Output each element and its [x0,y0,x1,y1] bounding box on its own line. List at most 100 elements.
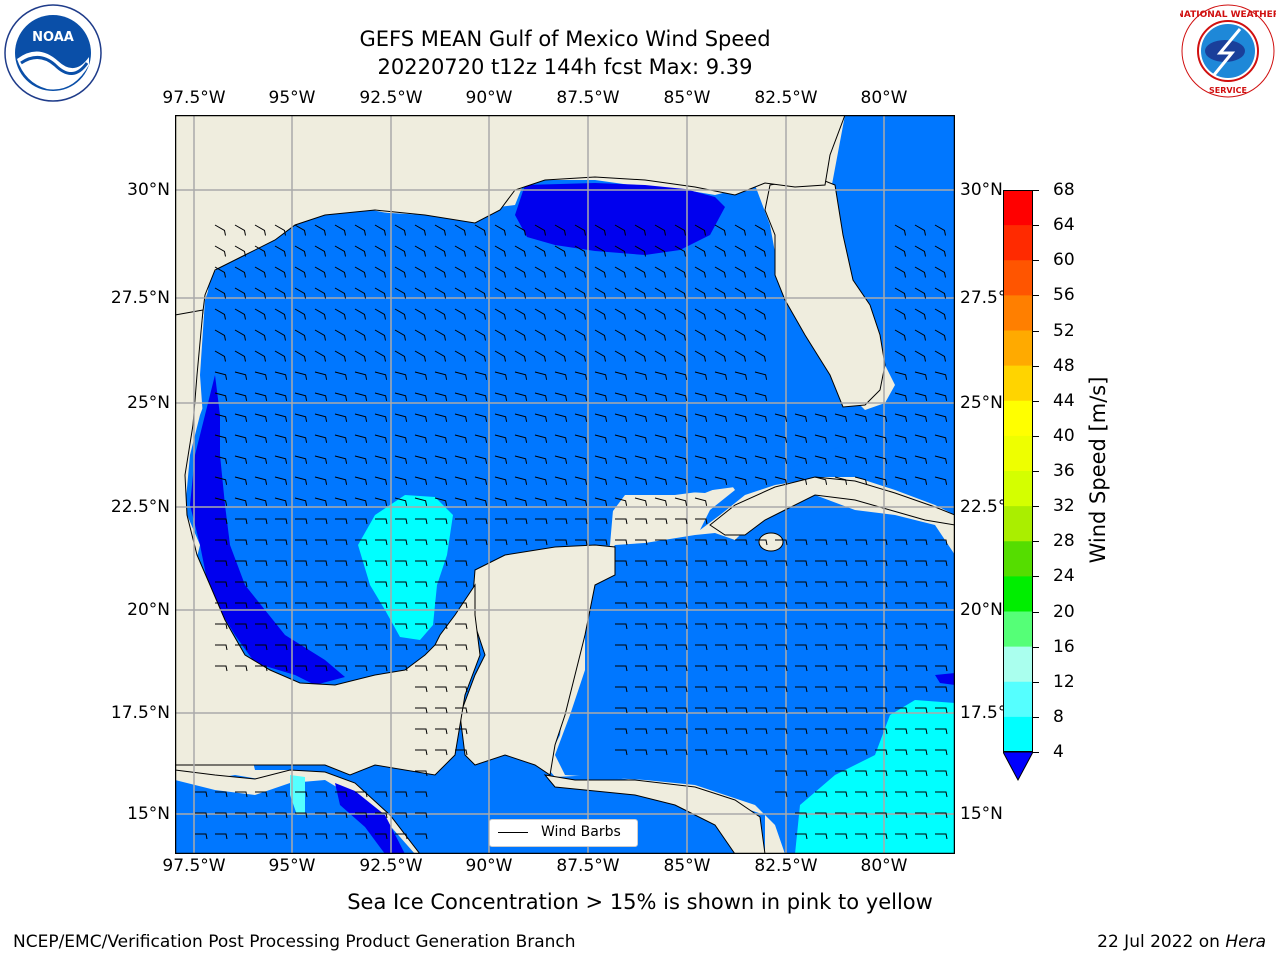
low-wind-zone [935,673,955,685]
wind-barb [934,350,946,362]
wind-barb [435,518,448,525]
wind-barb [494,224,506,236]
lon-label-bottom: 85°W [663,856,711,876]
wind-barb [874,413,888,422]
wind-barb [335,518,348,525]
wind-barb [455,560,468,567]
wind-barb [795,644,808,651]
wind-barb [254,476,268,485]
wind-barb [915,644,928,651]
wind-barb [274,224,286,236]
wind-barb [754,413,768,422]
wind-barb [914,455,928,464]
wind-barb [235,791,248,798]
wind-barb [235,602,248,609]
wind-barb [215,518,228,525]
wind-barb [634,476,648,485]
wind-barb [534,287,546,299]
wind-barb [574,350,586,362]
wind-barb [214,329,226,341]
wind-barb [434,224,446,236]
wind-barb [254,224,266,236]
wind-barb [854,434,868,443]
wind-barb [714,371,728,380]
colorbar-tick-label: 8 [1053,706,1064,727]
wind-barb [374,287,386,299]
wind-barb [474,329,486,341]
wind-barb [675,644,688,651]
wind-barb [394,266,406,278]
wind-barb [654,329,666,341]
wind-barb [334,497,348,506]
wind-barb [554,413,568,422]
wind-barb [494,329,506,341]
wind-barb [815,791,828,798]
wind-barb [634,392,648,401]
wind-barb [615,644,628,651]
wind-barb [374,350,386,362]
lon-label-bottom: 80°W [860,856,908,876]
wind-barb [215,791,228,798]
wind-barb [394,329,406,341]
wind-barb [654,434,668,443]
wind-barb [415,665,428,672]
wind-barb [455,686,468,693]
wind-barb [714,224,726,236]
wind-barb [355,623,368,630]
wind-barb [895,560,908,567]
wind-barb [454,476,468,485]
wind-barb [795,623,808,630]
wind-barb [335,791,348,798]
wind-barb [694,329,706,341]
wind-barb [775,623,788,630]
wind-barb [634,434,648,443]
wind-barb [215,581,228,588]
wind-barb [875,581,888,588]
colorbar-tick [1033,260,1039,262]
wind-barb [454,224,466,236]
wind-barb [755,560,768,567]
wind-barb [734,224,746,236]
wind-barb [354,350,366,362]
wind-barb [715,665,728,672]
wind-barb [315,644,328,651]
wind-barb [234,455,248,464]
wind-barb [814,455,828,464]
wind-barb [694,455,708,464]
svg-text:NOAA: NOAA [32,30,74,45]
wind-barb-legend-line [498,832,528,833]
wind-barb [214,476,228,485]
colorbar-tick-label: 48 [1053,355,1075,376]
wind-barb [695,644,708,651]
wind-barb [315,602,328,609]
wind-barb [755,686,768,693]
wind-barb [754,392,768,401]
wind-barb [735,602,748,609]
wind-barb [514,308,526,320]
wind-barb [835,581,848,588]
lat-label-left: 20°N [127,600,170,620]
wind-barb [754,350,766,362]
wind-barb [414,392,428,401]
wind-barb [314,455,328,464]
wind-barb [895,770,908,777]
wind-barb [614,224,626,236]
wind-barb [234,329,246,341]
wind-barb [634,350,646,362]
wind-barb [214,413,228,422]
wind-barb [915,770,928,777]
wind-barb [635,749,648,756]
wind-barb [514,224,526,236]
wind-barb [615,560,628,567]
map-title-line2: 20220720 t12z 144h fcst Max: 9.39 [377,55,753,79]
wind-barb [915,791,928,798]
wind-barb [815,686,828,693]
wind-barb [375,812,388,819]
wind-barb [675,665,688,672]
wind-barb [854,455,868,464]
wind-barb [895,707,908,714]
wind-barb [875,728,888,735]
wind-barb [895,644,908,651]
wind-barb [815,602,828,609]
wind-barb [694,497,708,506]
